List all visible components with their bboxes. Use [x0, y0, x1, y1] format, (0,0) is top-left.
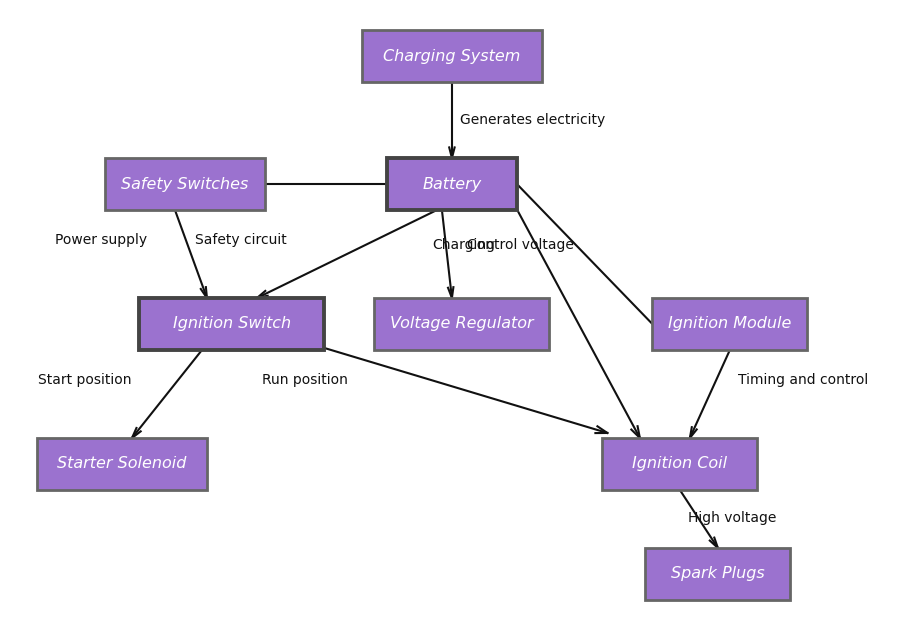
Text: Start position: Start position — [38, 373, 131, 387]
FancyBboxPatch shape — [139, 298, 324, 350]
Text: Run position: Run position — [262, 373, 348, 387]
Text: Charging System: Charging System — [383, 49, 520, 63]
FancyBboxPatch shape — [386, 158, 517, 210]
Text: Ignition Module: Ignition Module — [667, 316, 791, 332]
Text: High voltage: High voltage — [687, 511, 776, 525]
Text: Starter Solenoid: Starter Solenoid — [57, 456, 186, 472]
Text: Spark Plugs: Spark Plugs — [670, 567, 764, 582]
Text: Safety circuit: Safety circuit — [195, 233, 286, 247]
Text: Ignition Switch: Ignition Switch — [172, 316, 291, 332]
FancyBboxPatch shape — [37, 438, 207, 490]
Text: Power supply: Power supply — [55, 233, 147, 247]
Text: Safety Switches: Safety Switches — [121, 177, 248, 192]
Text: Voltage Regulator: Voltage Regulator — [390, 316, 533, 332]
Text: Charging: Charging — [432, 238, 494, 252]
FancyBboxPatch shape — [105, 158, 265, 210]
FancyBboxPatch shape — [374, 298, 549, 350]
FancyBboxPatch shape — [652, 298, 806, 350]
FancyBboxPatch shape — [361, 30, 541, 82]
FancyBboxPatch shape — [601, 438, 757, 490]
Text: Generates electricity: Generates electricity — [460, 113, 604, 127]
Text: Ignition Coil: Ignition Coil — [631, 456, 727, 472]
Text: Battery: Battery — [422, 177, 481, 192]
Text: Timing and control: Timing and control — [737, 373, 867, 387]
FancyBboxPatch shape — [645, 548, 789, 600]
Text: Control voltage: Control voltage — [466, 238, 573, 252]
